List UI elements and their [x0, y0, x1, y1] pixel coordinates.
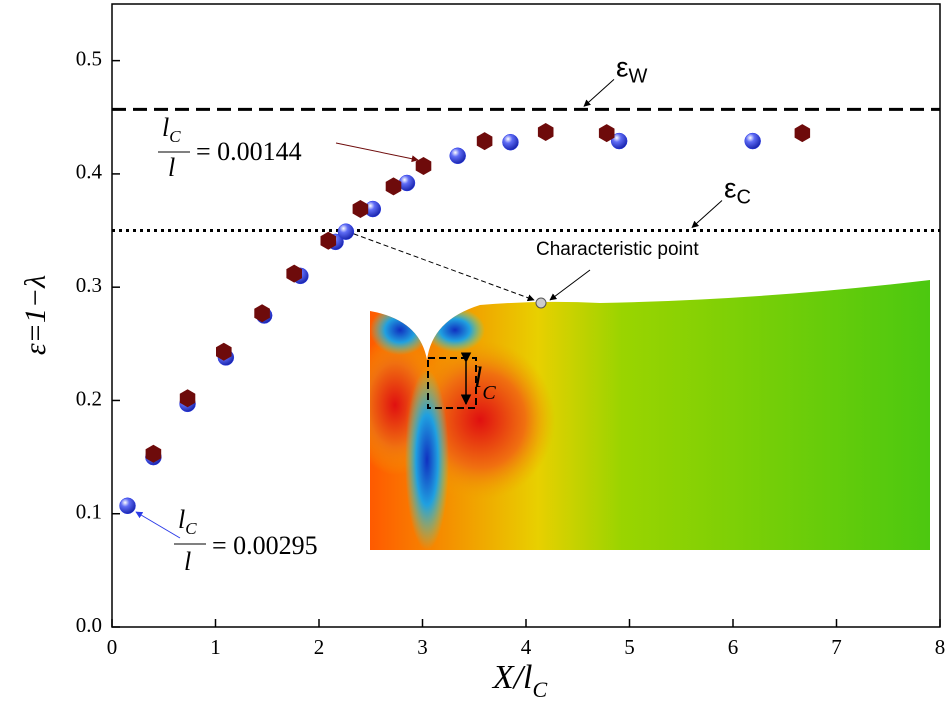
y-tick-label: 0.1 [76, 500, 102, 524]
hexagon-point [537, 123, 554, 141]
y-tick-label: 0.4 [76, 160, 103, 184]
reference-label: εC [724, 173, 751, 209]
x-tick-label: 5 [624, 635, 635, 659]
x-tick-label: 6 [728, 635, 739, 659]
sphere-point [398, 174, 416, 192]
x-tick-label: 3 [417, 635, 428, 659]
arrow [691, 200, 723, 229]
hexagon-point [254, 304, 270, 323]
hexagon-point [216, 342, 232, 361]
x-tick-label: 8 [935, 635, 946, 659]
hexagon-point [179, 389, 196, 408]
connector [345, 230, 535, 302]
lc-label: lC [474, 361, 496, 404]
y-tick-label: 0.2 [76, 386, 102, 410]
annotation: lC [162, 113, 181, 146]
sphere-point [502, 133, 519, 151]
x-tick-label: 4 [521, 635, 532, 659]
hexagon-point [352, 200, 369, 218]
y-tick-label: 0.3 [76, 273, 102, 297]
x-tick-label: 1 [210, 635, 221, 659]
reference-label: εW [616, 52, 647, 88]
sphere-point [610, 132, 628, 150]
hexagon-point [145, 444, 162, 463]
x-tick-label: 0 [107, 635, 118, 659]
hexagon-point [286, 264, 302, 283]
hexagon-point [794, 124, 811, 143]
annotation: = 0.00144 [196, 137, 302, 166]
y-tick-label: 0.0 [76, 613, 102, 637]
x-axis-label: X/lC [491, 659, 548, 702]
inset-field [370, 280, 930, 550]
annotation: l [184, 547, 191, 576]
sphere-point [449, 147, 466, 165]
lc-marker: lC [427, 352, 496, 409]
sphere-point [119, 497, 136, 515]
sphere-point [337, 223, 355, 240]
hexagon-point [476, 132, 493, 151]
hexagon-point [320, 231, 337, 250]
arrow [335, 142, 419, 163]
reference-label-sub: C [736, 187, 750, 209]
x-tick-label: 7 [831, 635, 842, 659]
annotation: = 0.00295 [212, 531, 318, 560]
annotation: l [168, 153, 175, 182]
arrow [135, 511, 181, 539]
reference-label-main: ε [724, 173, 736, 204]
annotation: Characteristic point [536, 239, 699, 260]
hexagon-point [598, 124, 615, 143]
x-tick-label: 2 [314, 635, 325, 659]
y-tick-label: 0.5 [76, 46, 102, 70]
arrow [549, 269, 591, 301]
characteristic-point [535, 297, 547, 309]
y-axis-label: ε=1−λ [19, 275, 52, 355]
hexagon-point [415, 157, 432, 175]
sphere-point [744, 132, 761, 150]
reference-label-main: ε [616, 52, 628, 83]
annotation: lC [178, 505, 197, 538]
reference-label-sub: W [628, 66, 647, 88]
arrow [583, 78, 615, 107]
hexagon-point [385, 177, 402, 196]
